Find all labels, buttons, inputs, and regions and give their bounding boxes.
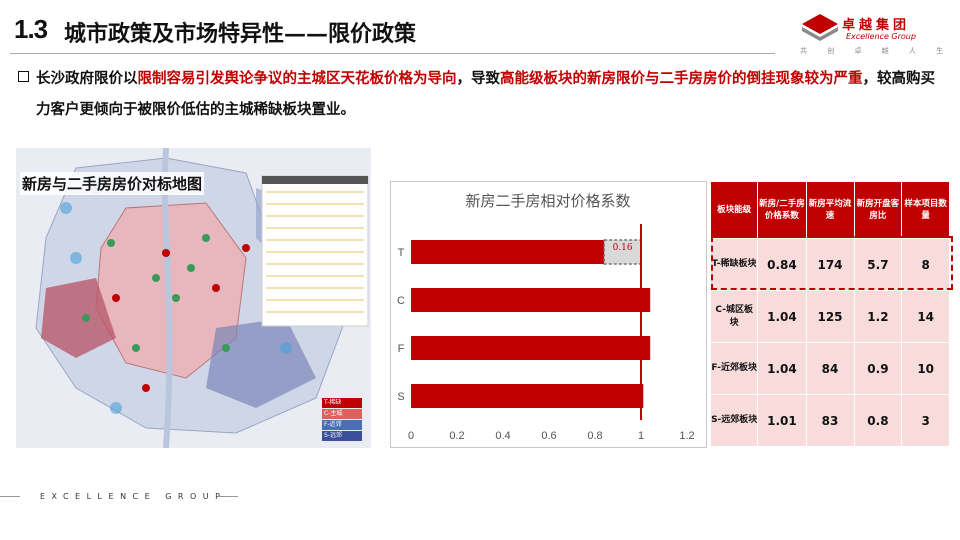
cell-coef: 1.01 xyxy=(757,394,807,447)
cell-count: 14 xyxy=(901,290,950,343)
x-tick-label: 1 xyxy=(638,430,644,442)
cell-coef: 1.04 xyxy=(757,290,807,343)
page-title: 城市政策及市场特异性——限价政策 xyxy=(64,21,417,47)
section-number: 1.3 xyxy=(14,14,48,44)
gap-bar-t xyxy=(603,239,642,265)
table-row: F-近郊板块 1.04 84 0.9 10 xyxy=(709,342,950,395)
bar-s xyxy=(411,384,644,408)
row-label: S-远郊板块 xyxy=(709,394,759,447)
map-title: 新房与二手房房价对标地图 xyxy=(20,172,205,195)
row-label: F-近郊板块 xyxy=(709,342,759,395)
cell-ratio: 1.2 xyxy=(853,290,903,343)
price-map-image xyxy=(16,148,371,448)
bar-c xyxy=(411,288,651,312)
highlight-dashed-box xyxy=(711,236,953,290)
y-category-label: F xyxy=(398,343,405,355)
y-category-label: T xyxy=(398,247,405,259)
table-header-ratio: 新房开盘客房比 xyxy=(853,181,903,239)
cell-speed: 125 xyxy=(805,290,855,343)
cell-ratio: 5.7 xyxy=(853,238,903,291)
map-legend: T-稀缺 C-主城 F-近郊 S-远郊 xyxy=(322,398,362,442)
x-tick-label: 0 xyxy=(408,430,414,442)
legend-item-c: C-主城 xyxy=(322,409,362,419)
map-graphic xyxy=(16,148,371,448)
table-header-speed: 新房平均流速 xyxy=(805,181,855,239)
price-coefficient-chart: 新房二手房相对价格系数 0 0.2 0.4 0.6 0.8 1 1.2 T 0.16 C F S xyxy=(390,181,707,448)
block-tier-table: 板块能级 新房/二手房价格系数 新房平均流速 新房开盘客房比 样本项目数量 T-… xyxy=(709,181,950,447)
title-divider xyxy=(10,53,775,54)
gap-label: 0.16 xyxy=(613,243,633,253)
table-row: C-城区板块 1.04 125 1.2 14 xyxy=(709,290,950,343)
logo-mark-icon xyxy=(802,14,838,41)
para-text-1: 长沙政府限价以 xyxy=(36,71,138,87)
cell-coef: 1.04 xyxy=(757,342,807,395)
x-tick-label: 0.6 xyxy=(541,430,556,442)
table-row: T-稀缺板块 0.84 174 5.7 8 xyxy=(709,238,950,291)
y-category-label: C xyxy=(397,295,405,307)
chart-svg: 新房二手房相对价格系数 0 0.2 0.4 0.6 0.8 1 1.2 T 0.16 C F S xyxy=(397,192,695,442)
row-label: C-城区板块 xyxy=(709,290,759,343)
x-tick-label: 1.2 xyxy=(679,430,694,442)
cell-speed: 174 xyxy=(805,238,855,291)
legend-item-t: T-稀缺 xyxy=(322,398,362,408)
cell-count: 3 xyxy=(901,394,950,447)
para-text-2: ，导致 xyxy=(456,71,501,87)
cell-speed: 84 xyxy=(805,342,855,395)
y-category-label: S xyxy=(397,391,404,403)
para-highlight-2: 高能级板块的新房限价与二手房房价的倒挂现象较为严重 xyxy=(500,71,863,87)
legend-item-f: F-近郊 xyxy=(322,420,362,430)
logo-text-en: Excellence Group xyxy=(846,32,916,41)
table-row: S-远郊板块 1.01 83 0.8 3 xyxy=(709,394,950,447)
x-tick-label: 0.4 xyxy=(495,430,510,442)
para-text-3: ，较高购买力客户更倾向于被限价低估的主城稀缺板块置业。 xyxy=(36,71,935,118)
para-highlight-1: 限制容易引发舆论争议的主城区天花板价格为导向 xyxy=(137,71,457,87)
legend-item-s: S-远郊 xyxy=(322,431,362,441)
x-tick-label: 0.2 xyxy=(449,430,464,442)
cell-ratio: 0.9 xyxy=(853,342,903,395)
summary-paragraph: 长沙政府限价以限制容易引发舆论争议的主城区天花板价格为导向，导致高能级板块的新房… xyxy=(36,64,946,126)
footer-rule-left xyxy=(0,496,20,497)
cell-count: 8 xyxy=(901,238,950,291)
table-header-tier: 板块能级 xyxy=(709,181,759,239)
cell-speed: 83 xyxy=(805,394,855,447)
logo-slogan: 共 创 卓 越 人 生 xyxy=(800,47,953,55)
chart-title: 新房二手房相对价格系数 xyxy=(465,192,630,210)
x-tick-label: 0.8 xyxy=(587,430,602,442)
checkbox-bullet-icon xyxy=(18,71,29,82)
table-header-count: 样本项目数量 xyxy=(901,181,950,239)
row-label: T-稀缺板块 xyxy=(709,238,759,291)
logo-text-cn: 卓越集团 xyxy=(842,18,911,33)
cell-ratio: 0.8 xyxy=(853,394,903,447)
cell-count: 10 xyxy=(901,342,950,395)
footer-rule-right xyxy=(218,496,238,497)
bar-f xyxy=(411,336,651,360)
footer-brand: EXCELLENCE GROUP xyxy=(40,492,227,501)
bar-t xyxy=(411,240,605,264)
table-header-coef: 新房/二手房价格系数 xyxy=(757,181,807,239)
